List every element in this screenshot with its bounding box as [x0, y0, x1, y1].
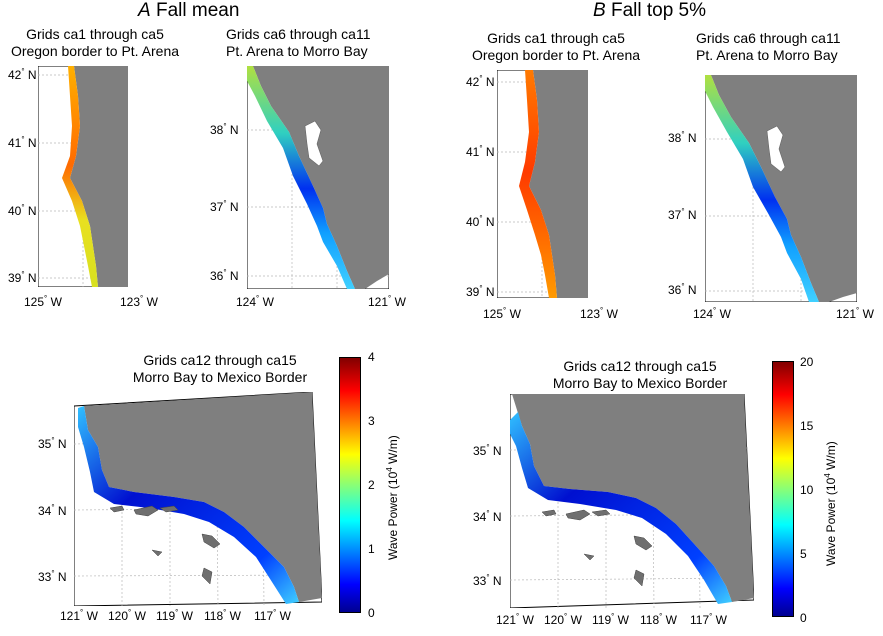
a-central-map: [247, 66, 389, 289]
b-central-lat-38: 38° N: [668, 130, 697, 145]
a-north-lat-41: 41° N: [8, 135, 37, 150]
b-colorbar-tick-10: 10: [800, 483, 814, 497]
panel-b-title: B Fall top 5%: [593, 0, 706, 22]
b-central-lon-121: 121° W: [836, 306, 874, 321]
a-south-lon-120: 120° W: [108, 608, 146, 623]
b-north-lon-123: 123° W: [580, 306, 618, 321]
b-central-lat-37: 37° N: [668, 207, 697, 222]
a-south-title-line2: Morro Bay to Mexico Border: [132, 369, 308, 385]
b-south-lon-119: 119° W: [592, 612, 630, 627]
b-south-title-line1: Grids ca12 through ca15: [563, 358, 717, 374]
a-north-map-title: Grids ca1 through ca5 Oregon border to P…: [0, 26, 190, 60]
b-central-lat-36: 36° N: [668, 282, 697, 297]
b-central-map: [705, 75, 857, 302]
b-south-lon-121: 121° W: [496, 612, 534, 627]
b-north-lat-39: 39° N: [466, 284, 495, 299]
a-north-lat-39: 39° N: [8, 270, 37, 285]
a-colorbar-tick-1: 1: [368, 542, 375, 556]
a-colorbar-tick-3: 3: [368, 414, 375, 428]
b-central-title-line1: Grids ca6 through ca11: [696, 30, 841, 46]
a-colorbar-tick-2: 2: [368, 478, 375, 492]
b-south-lat-34: 34° N: [473, 509, 502, 524]
b-south-map-title: Grids ca12 through ca15 Morro Bay to Mex…: [525, 358, 755, 392]
a-south-title-line1: Grids ca12 through ca15: [143, 352, 297, 368]
b-colorbar-tick-0: 0: [800, 611, 807, 625]
a-north-title-line2: Oregon border to Pt. Arena: [10, 43, 180, 59]
b-colorbar: [772, 361, 794, 617]
panel-a-title-text: Fall mean: [155, 0, 240, 21]
b-central-title-line2: Pt. Arena to Morro Bay: [696, 47, 838, 63]
a-north-lat-40: 40° N: [8, 203, 37, 218]
a-central-lon-121: 121° W: [368, 294, 406, 309]
a-south-map: [74, 392, 322, 606]
a-colorbar-tick-4: 4: [368, 350, 375, 364]
b-central-lon-124: 124° W: [693, 306, 731, 321]
a-central-map-title: Grids ca6 through ca11 Pt. Arena to Morr…: [226, 26, 416, 60]
b-south-title-line2: Morro Bay to Mexico Border: [552, 375, 728, 391]
a-north-title-line1: Grids ca1 through ca5: [26, 26, 164, 42]
b-north-lat-42: 42° N: [466, 74, 495, 89]
a-central-title-line2: Pt. Arena to Morro Bay: [226, 43, 368, 59]
a-south-lat-33: 33° N: [38, 569, 67, 584]
a-south-lon-117: 117° W: [254, 608, 292, 623]
panel-a-title: A Fall mean: [138, 0, 239, 22]
a-south-lat-35: 35° N: [38, 436, 67, 451]
b-north-lat-40: 40° N: [466, 214, 495, 229]
a-north-lat-42: 42° N: [8, 67, 37, 82]
b-north-title-line1: Grids ca1 through ca5: [487, 30, 625, 46]
panel-b-title-text: Fall top 5%: [610, 0, 707, 21]
b-colorbar-tick-5: 5: [800, 547, 807, 561]
b-north-map: [497, 70, 588, 298]
a-central-lat-38: 38° N: [210, 122, 239, 137]
b-south-lat-35: 35° N: [473, 443, 502, 458]
a-south-lon-119: 119° W: [156, 608, 194, 623]
b-north-lon-125: 125° W: [483, 306, 521, 321]
a-colorbar: [339, 357, 361, 613]
b-south-lon-118: 118° W: [640, 612, 678, 627]
b-central-map-title: Grids ca6 through ca11 Pt. Arena to Morr…: [696, 30, 881, 64]
b-colorbar-title: Wave Power (104 W/m): [823, 441, 838, 566]
panel-b-letter: B: [593, 0, 606, 21]
a-south-lon-121: 121° W: [60, 608, 98, 623]
a-south-lon-118: 118° W: [204, 608, 242, 623]
panel-a-letter: A: [138, 0, 151, 21]
b-south-lon-120: 120° W: [544, 612, 582, 627]
a-colorbar-tick-0: 0: [368, 606, 375, 620]
a-north-map: [38, 66, 128, 287]
b-north-lat-41: 41° N: [466, 144, 495, 159]
a-central-title-line1: Grids ca6 through ca11: [226, 26, 371, 42]
a-north-lon-125: 125° W: [24, 294, 62, 309]
a-north-lon-123: 123° W: [120, 294, 158, 309]
a-central-lon-124: 124° W: [236, 294, 274, 309]
a-central-lat-36: 36° N: [210, 268, 239, 283]
a-south-map-title: Grids ca12 through ca15 Morro Bay to Mex…: [100, 352, 340, 386]
a-central-lat-37: 37° N: [210, 199, 239, 214]
b-north-map-title: Grids ca1 through ca5 Oregon border to P…: [456, 30, 656, 64]
b-south-lat-33: 33° N: [473, 573, 502, 588]
a-south-lat-34: 34° N: [38, 503, 67, 518]
b-colorbar-tick-15: 15: [800, 419, 814, 433]
b-south-lon-117: 117° W: [690, 612, 728, 627]
b-colorbar-tick-20: 20: [800, 355, 814, 369]
a-colorbar-title: Wave Power (104 W/m): [385, 435, 400, 560]
b-south-map: [510, 394, 754, 608]
b-north-title-line2: Oregon border to Pt. Arena: [471, 47, 641, 63]
